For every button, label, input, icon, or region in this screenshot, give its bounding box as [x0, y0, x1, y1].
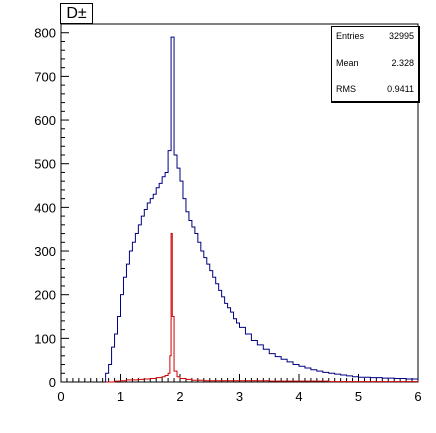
series-group: [105, 36, 419, 383]
y-tick-label: 700: [34, 69, 56, 84]
y-axis: 0 100 200 300 400 500 600 700 800: [34, 26, 69, 390]
stats-label: Mean: [336, 58, 359, 68]
stats-value: 2.328: [391, 58, 414, 68]
x-tick-label: 2: [176, 389, 183, 404]
stats-label: Entries: [336, 31, 365, 41]
stats-row-mean: Mean 2.328: [332, 58, 418, 74]
histogram-title: D±: [60, 3, 93, 24]
stats-label: RMS: [336, 84, 356, 94]
y-tick-label: 0: [49, 375, 56, 390]
x-tick-label: 5: [355, 389, 362, 404]
y-tick-label: 300: [34, 244, 56, 259]
y-tick-label: 200: [34, 288, 56, 303]
stats-value: 0.9411: [387, 84, 414, 94]
y-tick-label: 400: [34, 200, 56, 215]
y-tick-label: 600: [34, 113, 56, 128]
stats-value: 32995: [388, 31, 414, 41]
x-tick-label: 0: [57, 389, 64, 404]
stats-box: Entries 32995 Mean 2.328 RMS 0.9411: [331, 26, 420, 103]
y-tick-label: 800: [34, 26, 56, 41]
series-1-histogram: [105, 233, 419, 383]
x-tick-label: 4: [295, 389, 302, 404]
x-tick-label: 6: [414, 389, 421, 404]
stats-row-entries: Entries 32995: [332, 31, 418, 47]
stats-row-rms: RMS 0.9411: [332, 84, 418, 100]
x-tick-label: 3: [236, 389, 243, 404]
series-0-histogram: [105, 36, 419, 382]
y-tick-label: 100: [34, 331, 56, 346]
y-tick-label: 500: [34, 157, 56, 172]
x-tick-label: 1: [117, 389, 124, 404]
x-axis: 0 1 2 3 4 5 6: [57, 374, 422, 404]
